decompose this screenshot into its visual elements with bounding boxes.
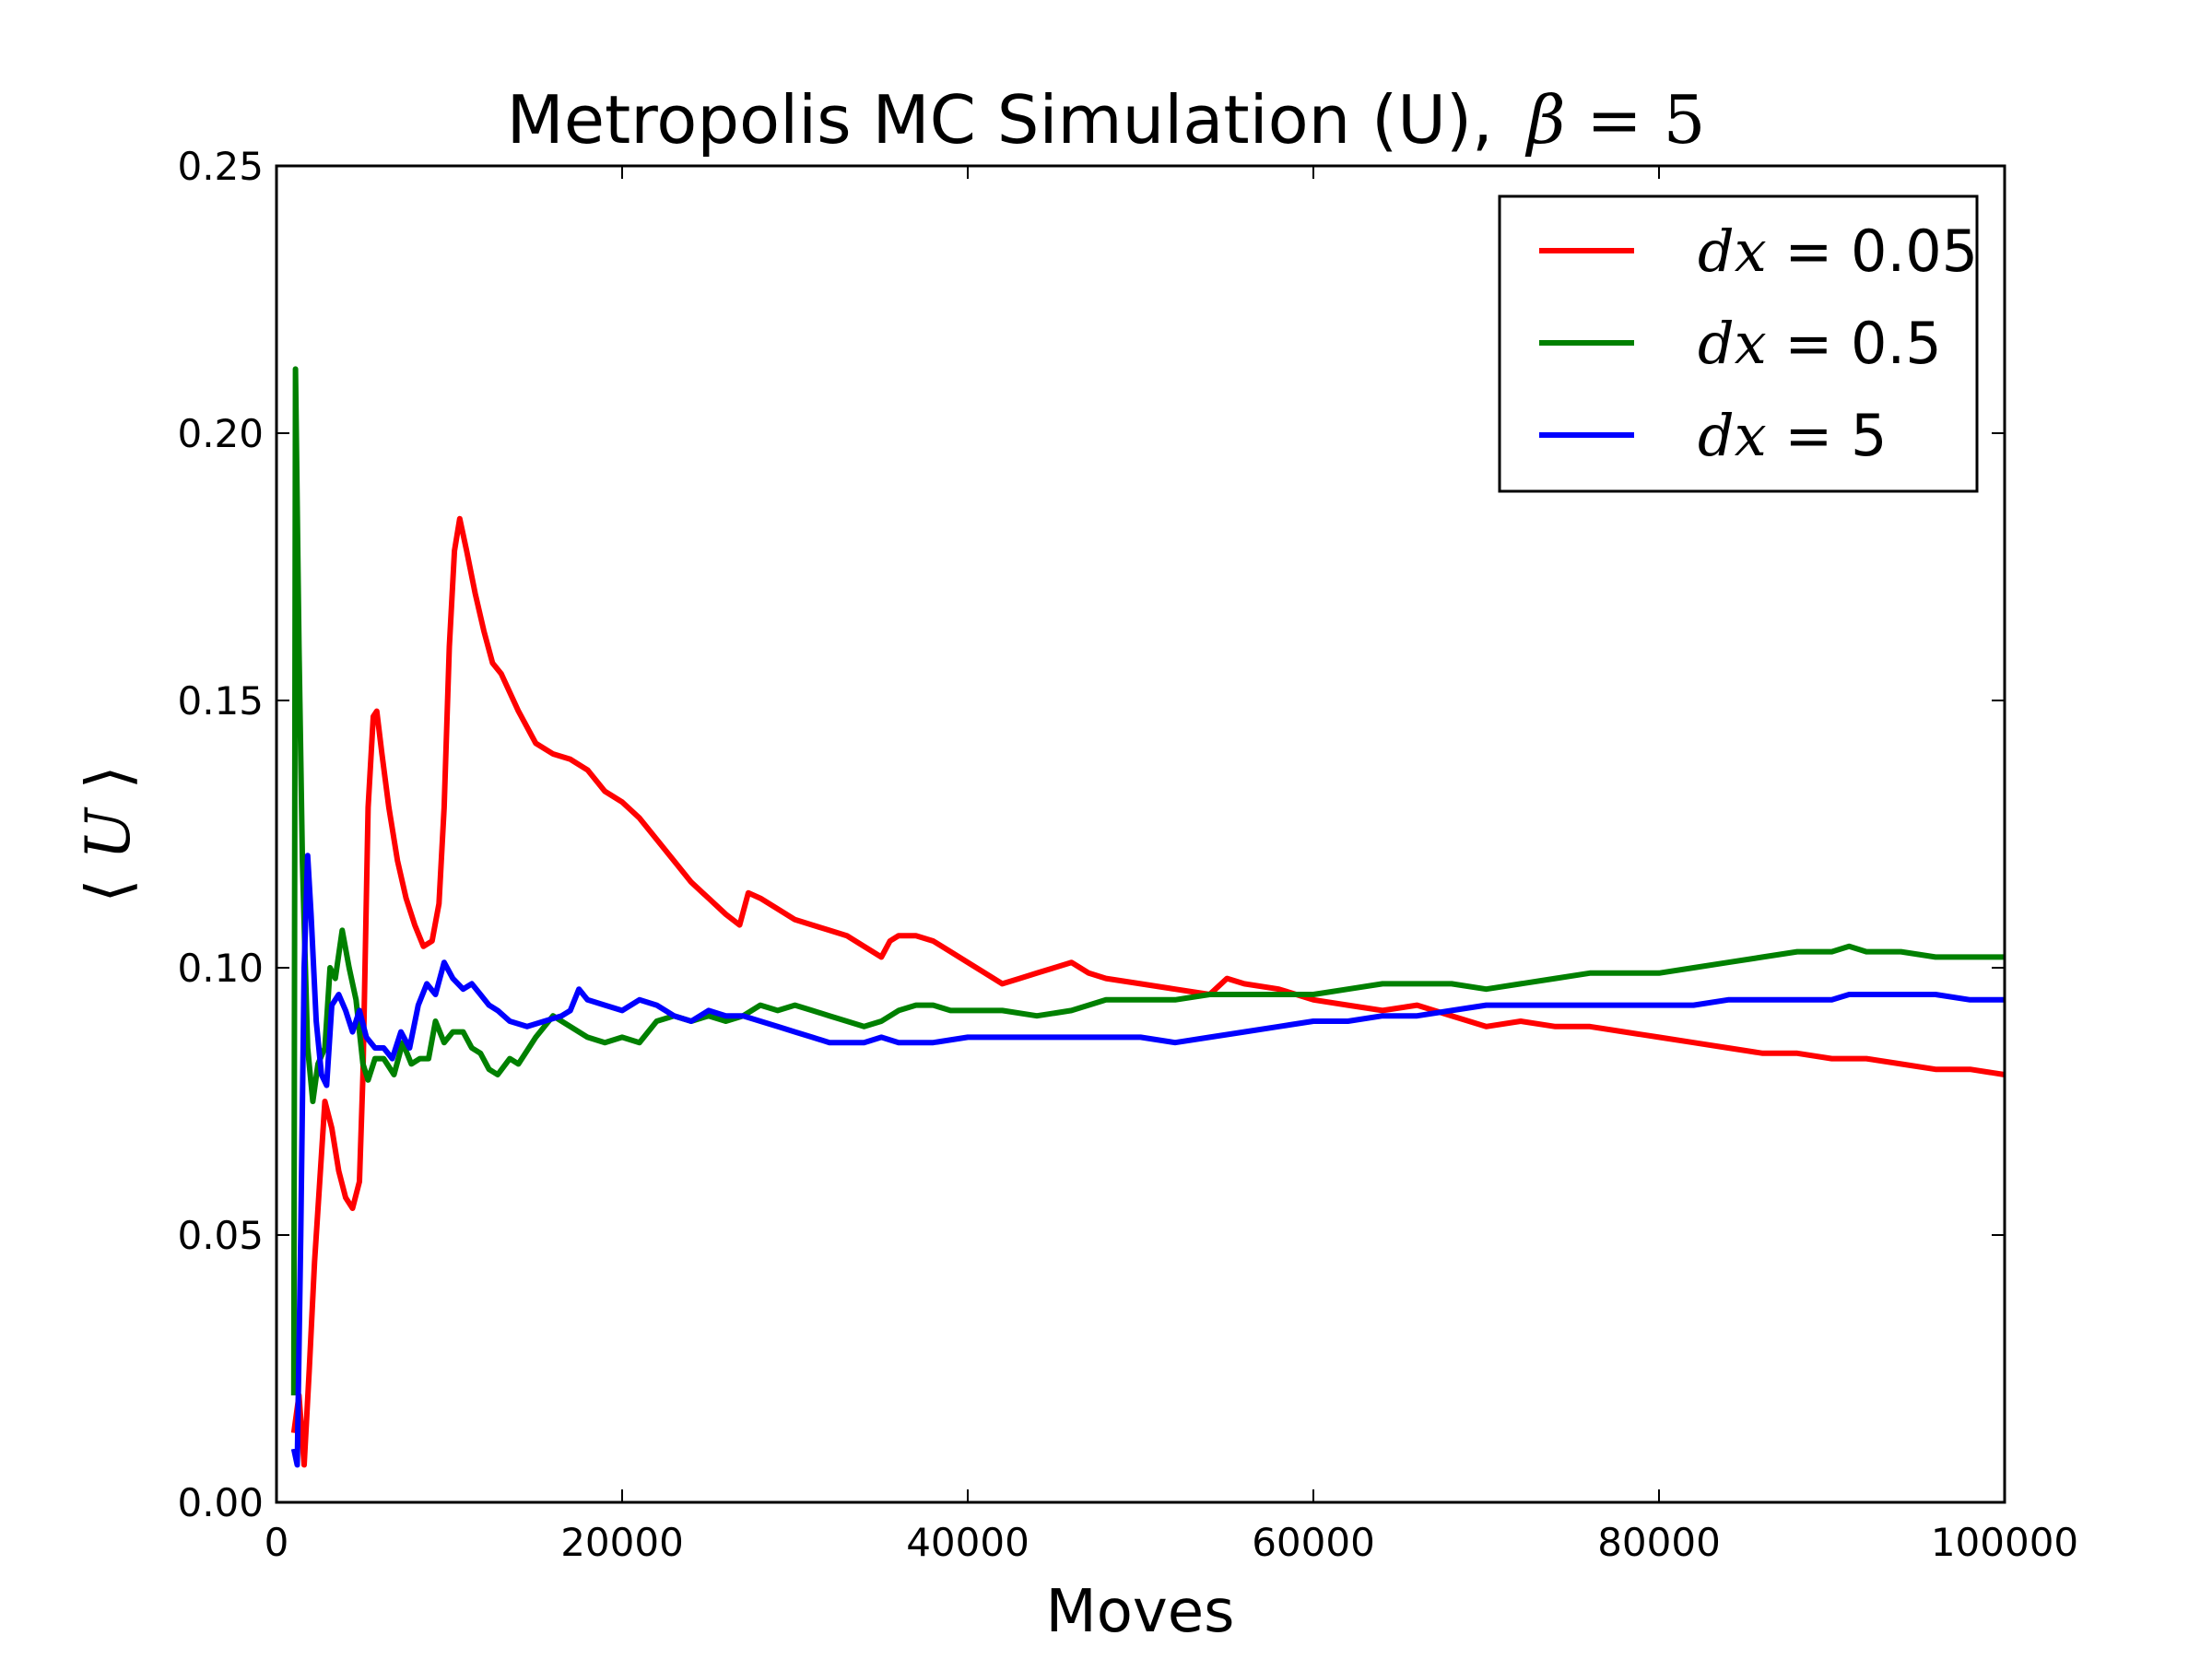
y-tick-label: 0.25 xyxy=(177,144,264,189)
legend-value-dx-5: 5 xyxy=(1851,402,1887,469)
y-tick-label: 0.10 xyxy=(177,946,264,991)
y-axis-label-group: ⟨ U ⟩ xyxy=(73,765,144,902)
y-axis-label-symbol: U xyxy=(73,806,144,860)
y-axis-label: ⟨ U ⟩ xyxy=(73,765,144,902)
plot-lines xyxy=(290,366,2006,1468)
legend-symbol-dx-5: dx xyxy=(1698,402,1767,469)
plot-frame xyxy=(275,164,2006,1504)
chart-title: Metropolis MC Simulation (U), β = 5 xyxy=(507,81,1706,159)
y-tick-label: 0.00 xyxy=(177,1480,264,1525)
y-tick-label: 0.05 xyxy=(177,1213,264,1258)
y-axis-ticks: 0.00 0.05 0.10 0.15 0.20 0.25 xyxy=(177,144,2005,1525)
y-axis-label-left: ⟨ xyxy=(73,879,144,903)
x-axis-ticks: 0 20000 40000 60000 80000 100000 xyxy=(265,166,2078,1565)
y-tick-label: 0.20 xyxy=(177,411,264,456)
legend-symbol-dx-0-05: dx xyxy=(1698,218,1767,285)
x-tick-label: 40000 xyxy=(906,1520,1030,1565)
y-tick-label: 0.15 xyxy=(177,678,264,724)
x-tick-label: 100000 xyxy=(1931,1520,2078,1565)
legend-label-dx-5: dx = 5 xyxy=(1698,402,1888,469)
legend-equals-dx-0-05: = xyxy=(1784,218,1832,285)
x-tick-label: 60000 xyxy=(1252,1520,1375,1565)
x-tick-label: 20000 xyxy=(560,1520,684,1565)
legend-label-dx-0-5: dx = 0.5 xyxy=(1698,310,1942,377)
series-line-dx-5 xyxy=(290,853,2005,1468)
y-axis-label-right: ⟩ xyxy=(73,765,144,789)
x-tick-label: 0 xyxy=(265,1520,289,1565)
x-tick-label: 80000 xyxy=(1597,1520,1721,1565)
legend-value-dx-0-5: 0.5 xyxy=(1851,310,1942,377)
legend-equals-dx-5: = xyxy=(1784,402,1832,469)
legend-label-dx-0-05: dx = 0.05 xyxy=(1698,218,1978,285)
series-line-dx-0-05 xyxy=(290,515,2006,1468)
chart-title-text: Metropolis MC Simulation (U), xyxy=(507,81,1493,159)
chart-title-value: 5 xyxy=(1664,81,1706,159)
legend: dx = 0.05 dx = 0.5 dx = 5 xyxy=(1498,194,1979,493)
chart-title-symbol: β xyxy=(1524,81,1566,159)
x-axis-label: Moves xyxy=(1046,1578,1235,1646)
legend-equals-dx-0-5: = xyxy=(1784,310,1832,377)
chart-title-equals: = xyxy=(1586,81,1641,159)
legend-value-dx-0-05: 0.05 xyxy=(1851,218,1978,285)
legend-symbol-dx-0-5: dx xyxy=(1698,310,1767,377)
